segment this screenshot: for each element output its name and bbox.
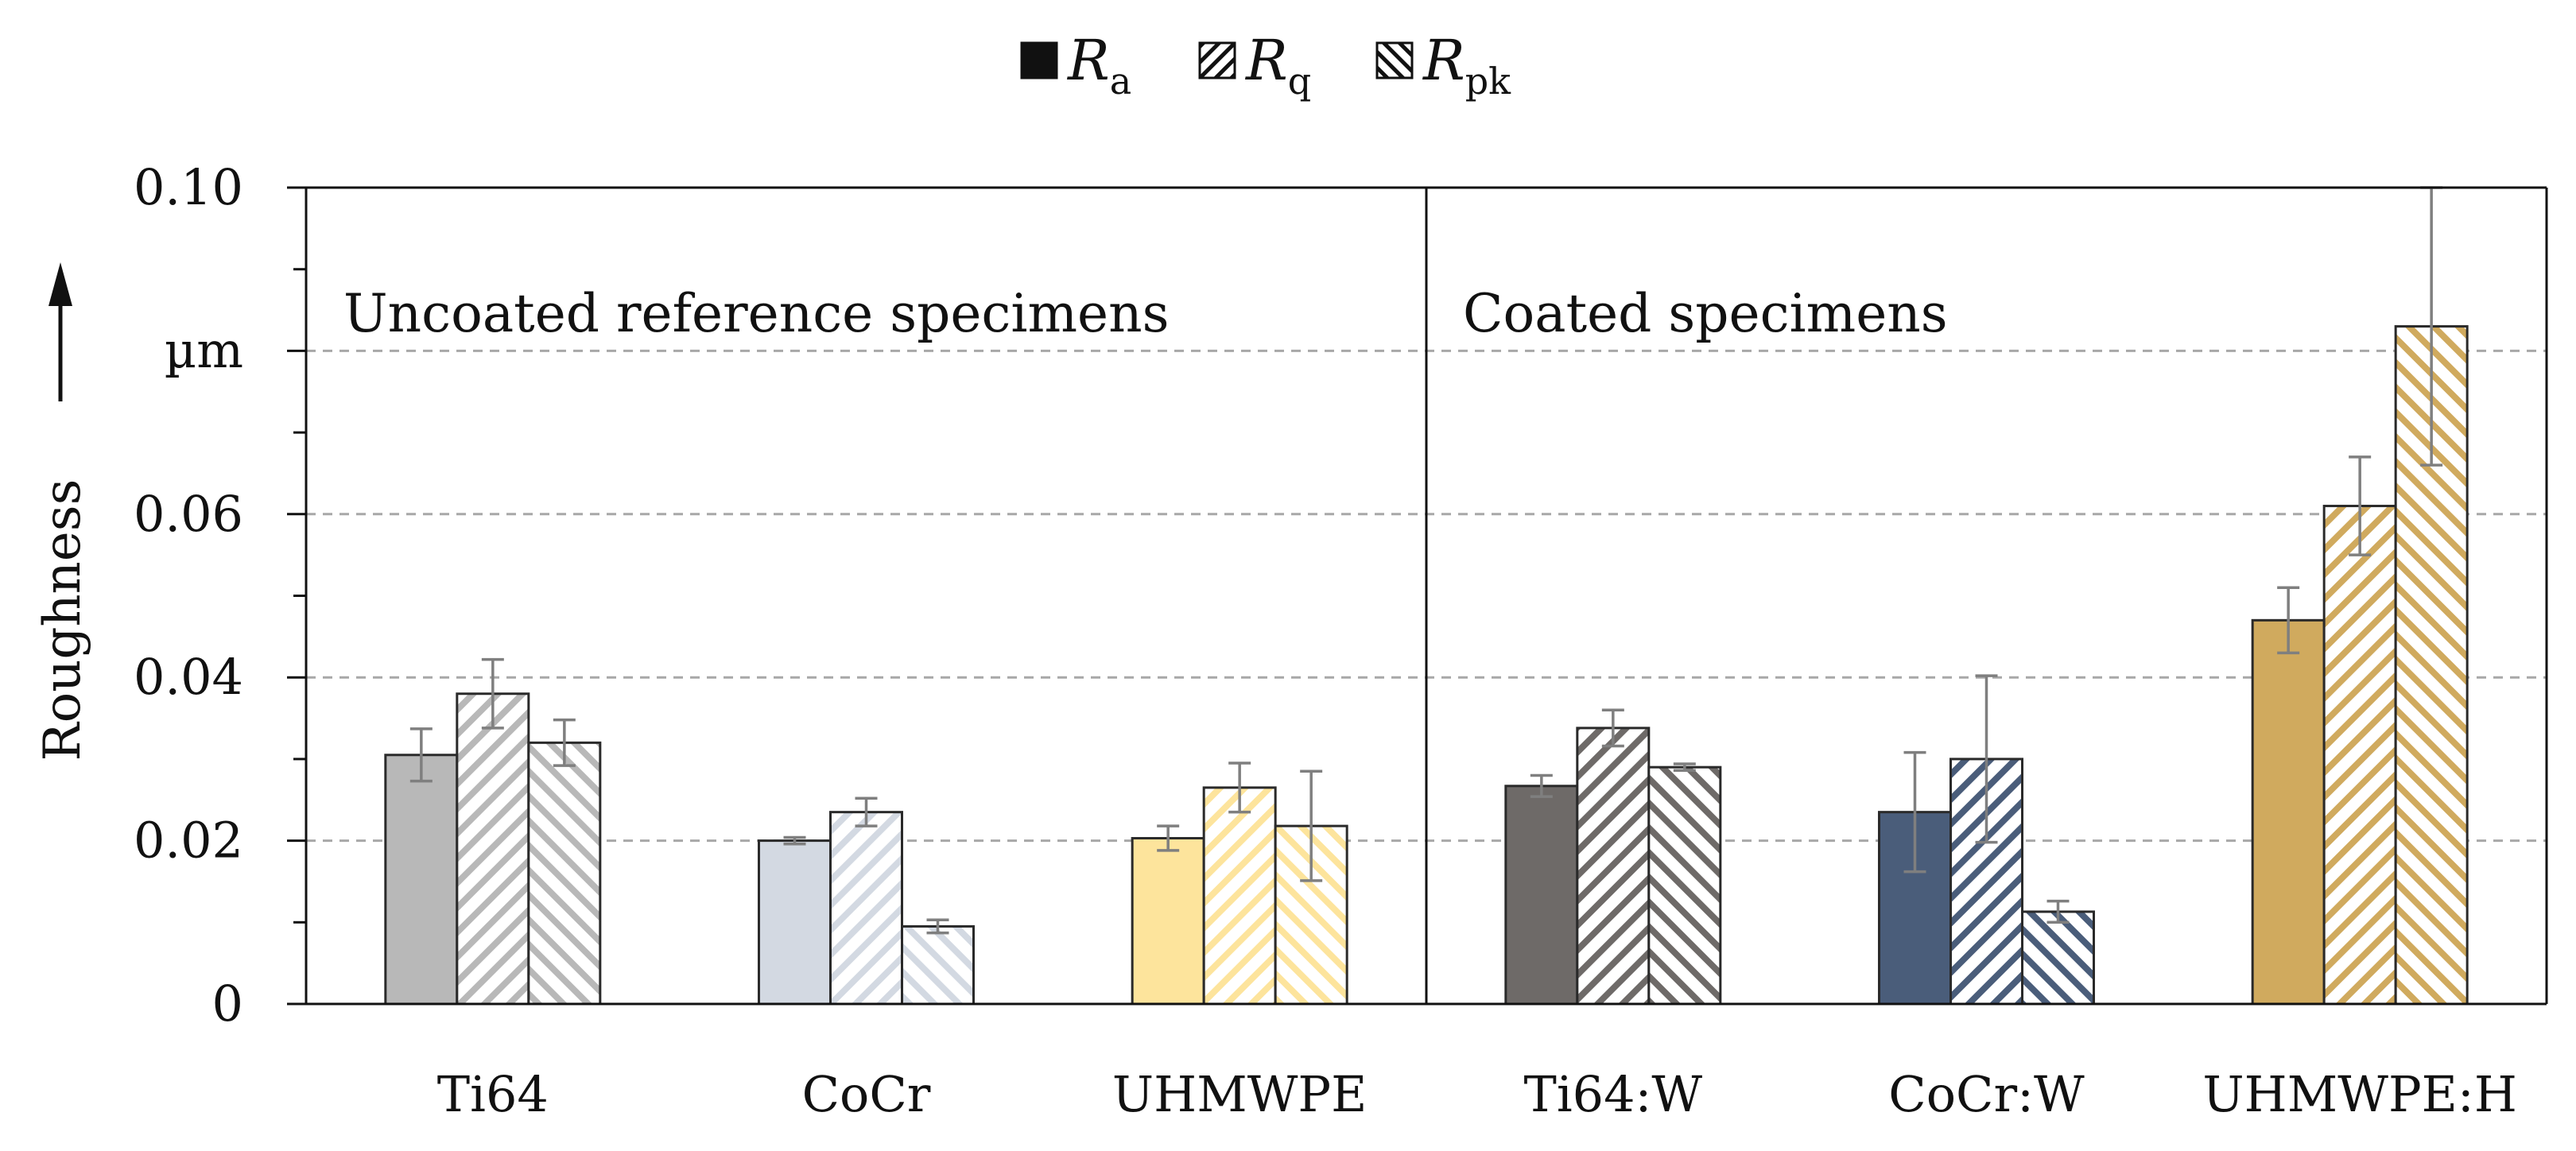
group-label-uncoated: Uncoated reference specimens [343, 283, 1169, 344]
y-axis-title-text: Roughness [33, 479, 92, 762]
error-bar [2349, 455, 2372, 556]
x-category-label: CoCr:W [1888, 1065, 2085, 1123]
y-tick-label: 0.04 [134, 648, 243, 706]
bar-cocr-rq [829, 811, 903, 1006]
error-bar [1601, 708, 1624, 748]
bar-uhmwpe-h-ra [2251, 618, 2326, 1006]
y-tick-labels: 0 0.02 0.04 0.06 0.10 [134, 158, 243, 1033]
error-bar [1300, 769, 1323, 882]
x-category-labels: Ti64 CoCr UHMWPE Ti64:W CoCr:W UHMWPE:H [437, 1065, 2517, 1123]
legend-swatch [1020, 41, 1058, 79]
legend: Ra Rq Rpk [1020, 28, 1511, 103]
legend-swatch [1375, 41, 1414, 79]
y-tick-label: 0 [212, 975, 243, 1033]
bar-ti64-w-rpk [1647, 765, 1722, 1006]
error-bar [855, 796, 878, 827]
y-axis-arrow-head [48, 262, 72, 306]
bar-cocr-rpk [901, 924, 975, 1006]
x-category-label: UHMWPE:H [2202, 1065, 2516, 1123]
error-bar [1228, 762, 1251, 814]
y-tick-label: 0.02 [134, 812, 243, 870]
bar-ti64-rq [456, 692, 530, 1006]
legend-item-rq: Rq [1198, 28, 1311, 103]
error-bar [409, 727, 433, 783]
x-category-label: Ti64:W [1523, 1065, 1702, 1123]
y-tick-label: 0.10 [134, 158, 243, 216]
bar-uhmwpe-ra [1131, 837, 1205, 1006]
y-axis-title: Roughness [33, 262, 92, 761]
error-bar [1157, 824, 1180, 852]
bar-uhmwpe-h-rq [2322, 505, 2397, 1006]
bar-uhmwpe-rq [1202, 786, 1277, 1006]
bar-cocr-ra [758, 839, 832, 1006]
error-bars [409, 186, 2443, 935]
y-tick-label: 0.06 [134, 485, 243, 543]
bar-ti64-rpk [527, 741, 602, 1006]
error-bar [2046, 899, 2070, 924]
axes [287, 186, 2548, 1006]
error-bar [1975, 674, 1998, 844]
error-bar [783, 835, 806, 846]
x-category-label: UHMWPE [1112, 1065, 1368, 1123]
error-bar [553, 718, 576, 767]
error-bar [1673, 762, 1696, 773]
bar-cocr-w-rpk [2021, 910, 2095, 1006]
x-category-label: Ti64 [437, 1065, 549, 1123]
group-label-coated: Coated specimens [1463, 283, 1948, 344]
bar-cocr-w-rq [1949, 758, 2023, 1006]
legend-swatch [1198, 41, 1236, 79]
error-bar [1903, 750, 1926, 874]
error-bar [926, 918, 949, 935]
bar-ti64-w-ra [1504, 785, 1579, 1006]
error-bar [2277, 586, 2300, 655]
y-unit-label: µm [165, 321, 243, 379]
bar-ti64-w-rq [1576, 727, 1651, 1006]
bar-ti64-ra [384, 754, 459, 1006]
error-bar [1530, 773, 1553, 798]
error-bar [481, 657, 504, 730]
x-category-label: CoCr [802, 1065, 931, 1123]
